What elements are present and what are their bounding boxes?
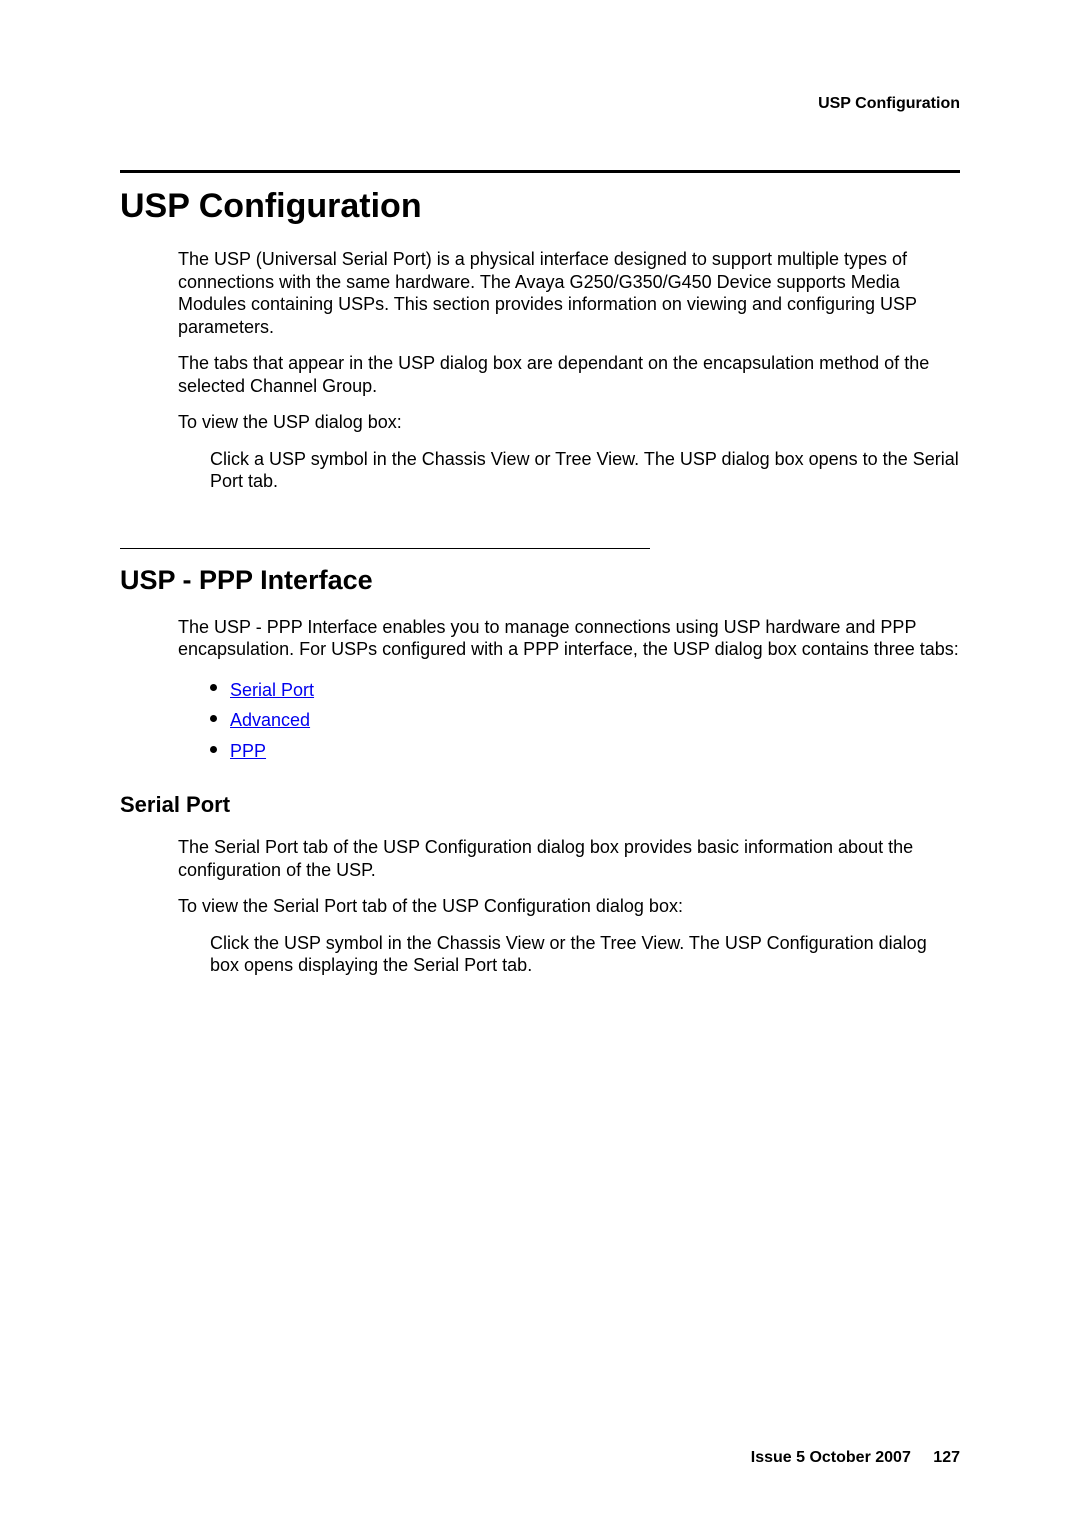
subsection-body: The USP - PPP Interface enables you to m… bbox=[178, 616, 960, 661]
procedure-step: Click a USP symbol in the Chassis View o… bbox=[210, 448, 960, 493]
paragraph: To view the Serial Port tab of the USP C… bbox=[178, 895, 960, 918]
step-text: Click a USP symbol in the Chassis View o… bbox=[210, 448, 960, 493]
subsection-title: USP - PPP Interface bbox=[120, 565, 960, 596]
document-page: USP Configuration USP Configuration The … bbox=[0, 0, 1080, 1527]
paragraph: The USP (Universal Serial Port) is a phy… bbox=[178, 248, 960, 338]
step-text: Click the USP symbol in the Chassis View… bbox=[210, 932, 960, 977]
paragraph: The Serial Port tab of the USP Configura… bbox=[178, 836, 960, 881]
main-horizontal-rule bbox=[120, 170, 960, 173]
procedure-step: Click the USP symbol in the Chassis View… bbox=[210, 932, 960, 977]
section-title: USP Configuration bbox=[120, 187, 960, 226]
serial-port-link[interactable]: Serial Port bbox=[230, 680, 314, 700]
advanced-link[interactable]: Advanced bbox=[230, 710, 310, 730]
running-head: USP Configuration bbox=[818, 95, 960, 113]
paragraph: The tabs that appear in the USP dialog b… bbox=[178, 352, 960, 397]
footer-page-number: 127 bbox=[933, 1449, 960, 1466]
tab-link-list: Serial Port Advanced PPP bbox=[210, 675, 960, 767]
list-item: Serial Port bbox=[210, 675, 960, 706]
sub-subsection-title: Serial Port bbox=[120, 792, 960, 818]
paragraph: To view the USP dialog box: bbox=[178, 411, 960, 434]
sub-subsection-body: The Serial Port tab of the USP Configura… bbox=[178, 836, 960, 918]
section-body: The USP (Universal Serial Port) is a phy… bbox=[178, 248, 960, 434]
page-footer: Issue 5 October 2007 127 bbox=[751, 1449, 960, 1467]
ppp-link[interactable]: PPP bbox=[230, 741, 266, 761]
footer-issue-date: Issue 5 October 2007 bbox=[751, 1449, 911, 1466]
subsection-rule bbox=[120, 548, 650, 549]
list-item: Advanced bbox=[210, 705, 960, 736]
paragraph: The USP - PPP Interface enables you to m… bbox=[178, 616, 960, 661]
list-item: PPP bbox=[210, 736, 960, 767]
